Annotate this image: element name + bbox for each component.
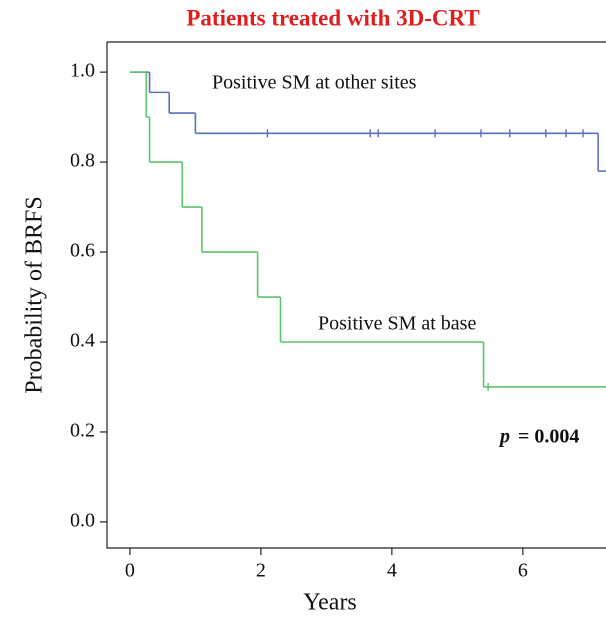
x-tick-label: 0 bbox=[125, 560, 135, 582]
p-label: p bbox=[498, 426, 510, 448]
y-tick-label: 0.6 bbox=[70, 240, 95, 262]
y-tick-label: 1.0 bbox=[70, 60, 95, 82]
axis-frame bbox=[106, 41, 606, 549]
x-tick-label: 2 bbox=[256, 560, 266, 582]
chart-title: Patients treated with 3D-CRT bbox=[186, 5, 479, 30]
p-value: = 0.004 bbox=[518, 426, 579, 448]
y-tick-label: 0.2 bbox=[70, 420, 95, 442]
x-tick-label: 6 bbox=[518, 560, 528, 582]
series-label: Positive SM at base bbox=[318, 313, 476, 335]
y-tick-label: 0.8 bbox=[70, 150, 95, 172]
x-tick-label: 4 bbox=[387, 560, 397, 582]
x-axis-label: Years bbox=[303, 590, 357, 616]
y-tick-label: 0.0 bbox=[70, 510, 95, 532]
y-axis-label: Probability of BRFS bbox=[22, 196, 48, 393]
y-tick-label: 0.4 bbox=[70, 330, 95, 352]
series-label: Positive SM at other sites bbox=[212, 72, 417, 94]
